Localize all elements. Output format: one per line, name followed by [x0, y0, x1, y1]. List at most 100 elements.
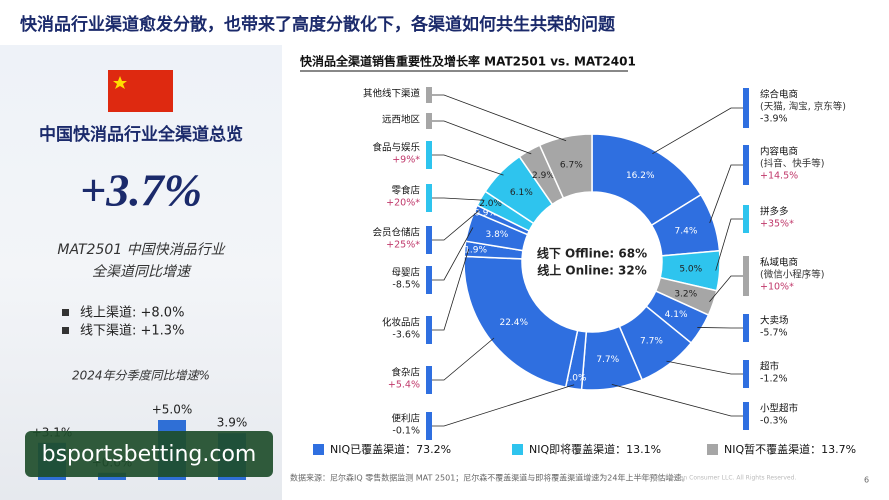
quarter-label: 3.9%: [217, 416, 248, 430]
leader-line: [666, 360, 743, 375]
label-tab: [743, 402, 749, 430]
source: 数据来源：尼尔森IQ 零售数据监测 MAT 2501；尼尔森不覆盖渠道与即将覆盖…: [290, 473, 689, 483]
slide-title: 快消品行业渠道愈发分散，也带来了高度分散化下，各渠道如何共生共荣的问题: [20, 14, 616, 35]
channel-label: (抖音、快手等): [760, 158, 824, 170]
legend-label: NIQ已覆盖渠道：73.2%: [330, 442, 451, 456]
channel-label: 会员仓储店: [372, 227, 420, 239]
bullet-text: 线上渠道: +8.0%: [80, 306, 184, 321]
segment-label: 22.4%: [499, 318, 528, 328]
segment-label: 7.7%: [640, 337, 663, 347]
label-tab: [743, 88, 749, 128]
channel-label: +20%*: [386, 198, 420, 209]
label-tab: [426, 366, 432, 394]
page-number: 6: [864, 476, 869, 485]
leader-line: [611, 384, 743, 417]
channel-label: -1.2%: [760, 374, 788, 385]
segment-label: 6.7%: [560, 161, 583, 171]
channel-label: 超市: [760, 361, 780, 373]
label-tab: [426, 184, 432, 212]
bullet: [62, 309, 69, 316]
segment-label: 2.0%: [479, 199, 502, 209]
segment-label: 2.0%: [564, 373, 587, 383]
segment-label: 3.2%: [674, 289, 697, 299]
leader-line: [432, 154, 504, 176]
caption: 全渠道同比增速: [92, 264, 192, 280]
label-tab: [426, 316, 432, 344]
donut-segment: [538, 133, 593, 200]
leader-line: [709, 164, 743, 224]
segment-label: 4.1%: [665, 310, 688, 320]
label-tab: [743, 360, 749, 388]
channel-label: +9%*: [392, 155, 420, 166]
segment-label: 3.8%: [485, 230, 508, 240]
bullet-text: 线下渠道: +1.3%: [80, 324, 184, 339]
watermark: bsportsbetting.com: [42, 442, 257, 467]
quarter-label: +5.0%: [152, 403, 193, 417]
legend-label: NIQ即将覆盖渠道：13.1%: [529, 442, 661, 456]
channel-label: 小型超市: [760, 403, 799, 415]
leader-line: [432, 209, 480, 241]
channel-label: -3.6%: [392, 330, 420, 341]
segment-label: 2.9%: [532, 171, 555, 181]
channel-label: 私域电商: [760, 257, 798, 269]
label-tab: [743, 145, 749, 185]
channel-label: -0.3%: [760, 416, 788, 427]
channel-label: 其他线下渠道: [363, 88, 421, 100]
leader-line: [432, 337, 495, 381]
channel-label: -3.9%: [760, 114, 788, 125]
label-tab: [426, 412, 432, 440]
label-tab: [426, 141, 432, 169]
headline: +3.7%: [80, 165, 202, 216]
channel-label: (微信小程序等): [760, 269, 824, 281]
label-tab: [426, 87, 432, 103]
center-label: 线上 Online: 32%: [537, 263, 647, 278]
channel-label: +25%*: [386, 240, 420, 251]
leader-line: [432, 94, 567, 142]
leader-line: [652, 107, 743, 155]
channel-label: +14.5%: [760, 171, 798, 182]
leader-line: [432, 120, 532, 155]
channel-label: -5.7%: [760, 328, 788, 339]
segment-label: 7.4%: [675, 226, 698, 236]
flag-star: [113, 76, 127, 89]
leader-line: [709, 275, 743, 303]
watermark-box: [25, 431, 273, 477]
channel-label: (天猫, 淘宝, 京东等): [760, 101, 846, 113]
channel-label: 食杂店: [391, 367, 420, 379]
label-tab: [743, 205, 749, 233]
leader-line: [432, 227, 474, 281]
label-tab: [743, 256, 749, 296]
donut-segment: [463, 255, 579, 389]
leader-line: [432, 249, 470, 331]
label-tab: [426, 266, 432, 294]
legend-swatch: [707, 444, 718, 455]
segment-label: 7.7%: [596, 355, 619, 365]
channel-label: +5.4%: [388, 380, 420, 391]
channel-label: +35%*: [760, 219, 794, 230]
channel-label: 远西地区: [382, 114, 421, 126]
legend-swatch: [512, 444, 523, 455]
leader-line: [715, 218, 743, 271]
label-tab: [426, 226, 432, 254]
channel-label: 母婴店: [391, 267, 420, 279]
copyright: © 2025 Nielsen Consumer LLC. All Rights …: [640, 475, 796, 482]
leader-line: [432, 384, 575, 427]
channel-label: 化妆品店: [382, 317, 420, 329]
segment-label: 0.9%: [474, 209, 497, 219]
channel-label: +10%*: [760, 282, 794, 293]
legend-swatch: [313, 444, 324, 455]
label-tab: [743, 314, 749, 342]
legend-label: NIQ暂不覆盖渠道：13.7%: [724, 442, 856, 456]
chart-title: 快消品全渠道销售重要性及增长率 MAT2501 vs. MAT2401: [300, 54, 636, 69]
channel-label: 食品与娱乐: [372, 142, 420, 154]
leader-line: [432, 197, 485, 201]
segment-label: 6.1%: [510, 188, 533, 198]
leader-line: [697, 327, 743, 329]
quarter-title: 2024年分季度同比增速%: [72, 369, 210, 383]
channel-label: 便利店: [391, 413, 420, 425]
bullet: [62, 327, 69, 334]
center-label: 线下 Offline: 68%: [537, 246, 647, 261]
channel-label: 拼多多: [760, 206, 789, 218]
segment-label: 16.2%: [626, 171, 655, 181]
